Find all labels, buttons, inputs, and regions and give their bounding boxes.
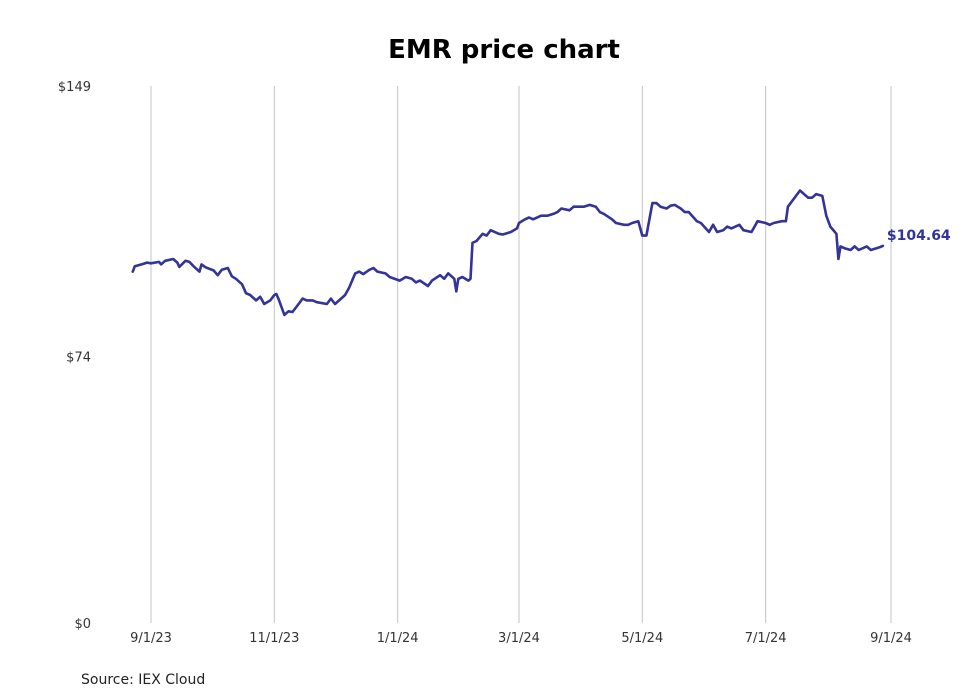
y-tick-label: $149 xyxy=(58,80,91,95)
x-tick-label: 5/1/24 xyxy=(621,631,663,646)
y-axis: $0 $74 $149 xyxy=(58,80,91,632)
x-tick-label: 9/1/24 xyxy=(870,631,912,646)
source-note: Source: IEX Cloud xyxy=(81,672,205,688)
x-axis: 9/1/23 11/1/23 1/1/24 3/1/24 5/1/24 7/1/24 9/1… xyxy=(130,631,912,646)
x-tick-label: 11/1/23 xyxy=(249,631,299,646)
x-tick-label: 1/1/24 xyxy=(377,631,419,646)
series-layer: $104.64 xyxy=(131,189,951,317)
y-tick-label: $0 xyxy=(74,617,91,632)
y-tick-label: $74 xyxy=(66,350,91,365)
x-tick-label: 9/1/23 xyxy=(130,631,172,646)
last-price-label: $104.64 xyxy=(887,228,951,244)
chart-title: EMR price chart xyxy=(388,35,620,65)
x-tick-label: 3/1/24 xyxy=(498,631,540,646)
price-line xyxy=(131,189,885,317)
x-tick-label: 7/1/24 xyxy=(745,631,787,646)
gridlines xyxy=(150,86,892,623)
